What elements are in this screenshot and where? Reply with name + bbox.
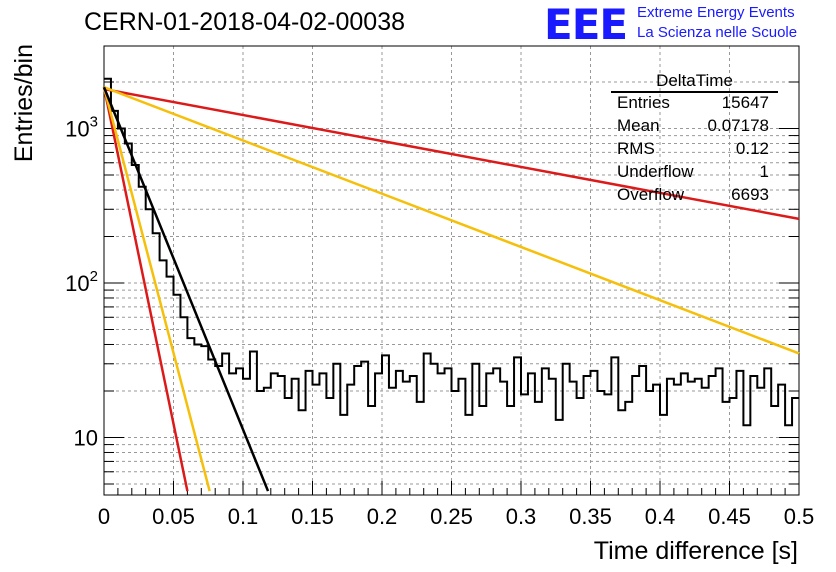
fit-line [102,86,189,492]
stats-key: Entries [617,93,670,112]
stats-value: 0.07178 [707,116,769,135]
stats-title: DeltaTime [656,71,733,90]
x-tick-label: 0 [98,504,110,529]
fit-line [102,86,270,492]
chart-title: CERN-01-2018-04-02-00038 [84,8,406,36]
x-tick-label: 0.45 [708,504,751,529]
fit-line [102,86,211,492]
stats-row-entries: Entries 15647 [617,93,769,115]
histogram-series [104,77,799,427]
x-tick-label: 0.4 [645,504,676,529]
stats-key: Mean [617,116,660,135]
tick-labels: 0 0.05 0.1 0.15 0.2 0.25 0.3 0.35 0.4 0.45 0.51010… [65,114,814,530]
fit-line [103,87,800,221]
x-axis-label: Time difference [s] [594,537,798,565]
brand-line-2: La Scienza nelle Scuole [637,24,798,41]
stats-key: Overflow [617,185,685,204]
y-tick-label: 10 [74,426,98,451]
stats-value: 6693 [731,185,769,204]
eee-logo: EEE [544,0,628,49]
brand-text: Extreme Energy Events La Scienza nelle S… [637,3,797,43]
stats-row-mean: Mean 0.07178 [617,116,769,138]
stats-value: 15647 [721,93,769,112]
x-tick-label: 0.35 [569,504,612,529]
stats-row-overflow: Overflow 6693 [617,185,769,207]
grid [104,46,799,495]
x-tick-label: 0.5 [784,504,815,529]
stats-value: 1 [759,162,769,181]
stats-box: DeltaTime Entries 15647 Mean 0.07178 RMS… [611,71,778,210]
x-tick-label: 0.05 [152,504,195,529]
x-tick-label: 0.2 [367,504,398,529]
stats-row-underflow: Underflow 1 [617,162,769,184]
x-tick-label: 0.25 [430,504,473,529]
stats-row-rms: RMS 0.12 [617,139,769,161]
series [102,77,800,492]
axis-ticks [103,81,800,495]
stats-divider [611,91,778,93]
brand-line-1: Extreme Energy Events [637,4,795,21]
stats-key: Underflow [617,162,694,181]
y-tick-label: 103 [65,114,98,142]
y-axis-label: Entries/bin [10,44,38,162]
x-tick-label: 0.1 [228,504,259,529]
stats-value: 0.12 [735,139,769,158]
stats-key: RMS [617,139,655,158]
x-tick-label: 0.15 [291,504,334,529]
y-tick-label: 102 [65,268,98,296]
fit-line [103,86,800,355]
x-tick-label: 0.3 [506,504,537,529]
